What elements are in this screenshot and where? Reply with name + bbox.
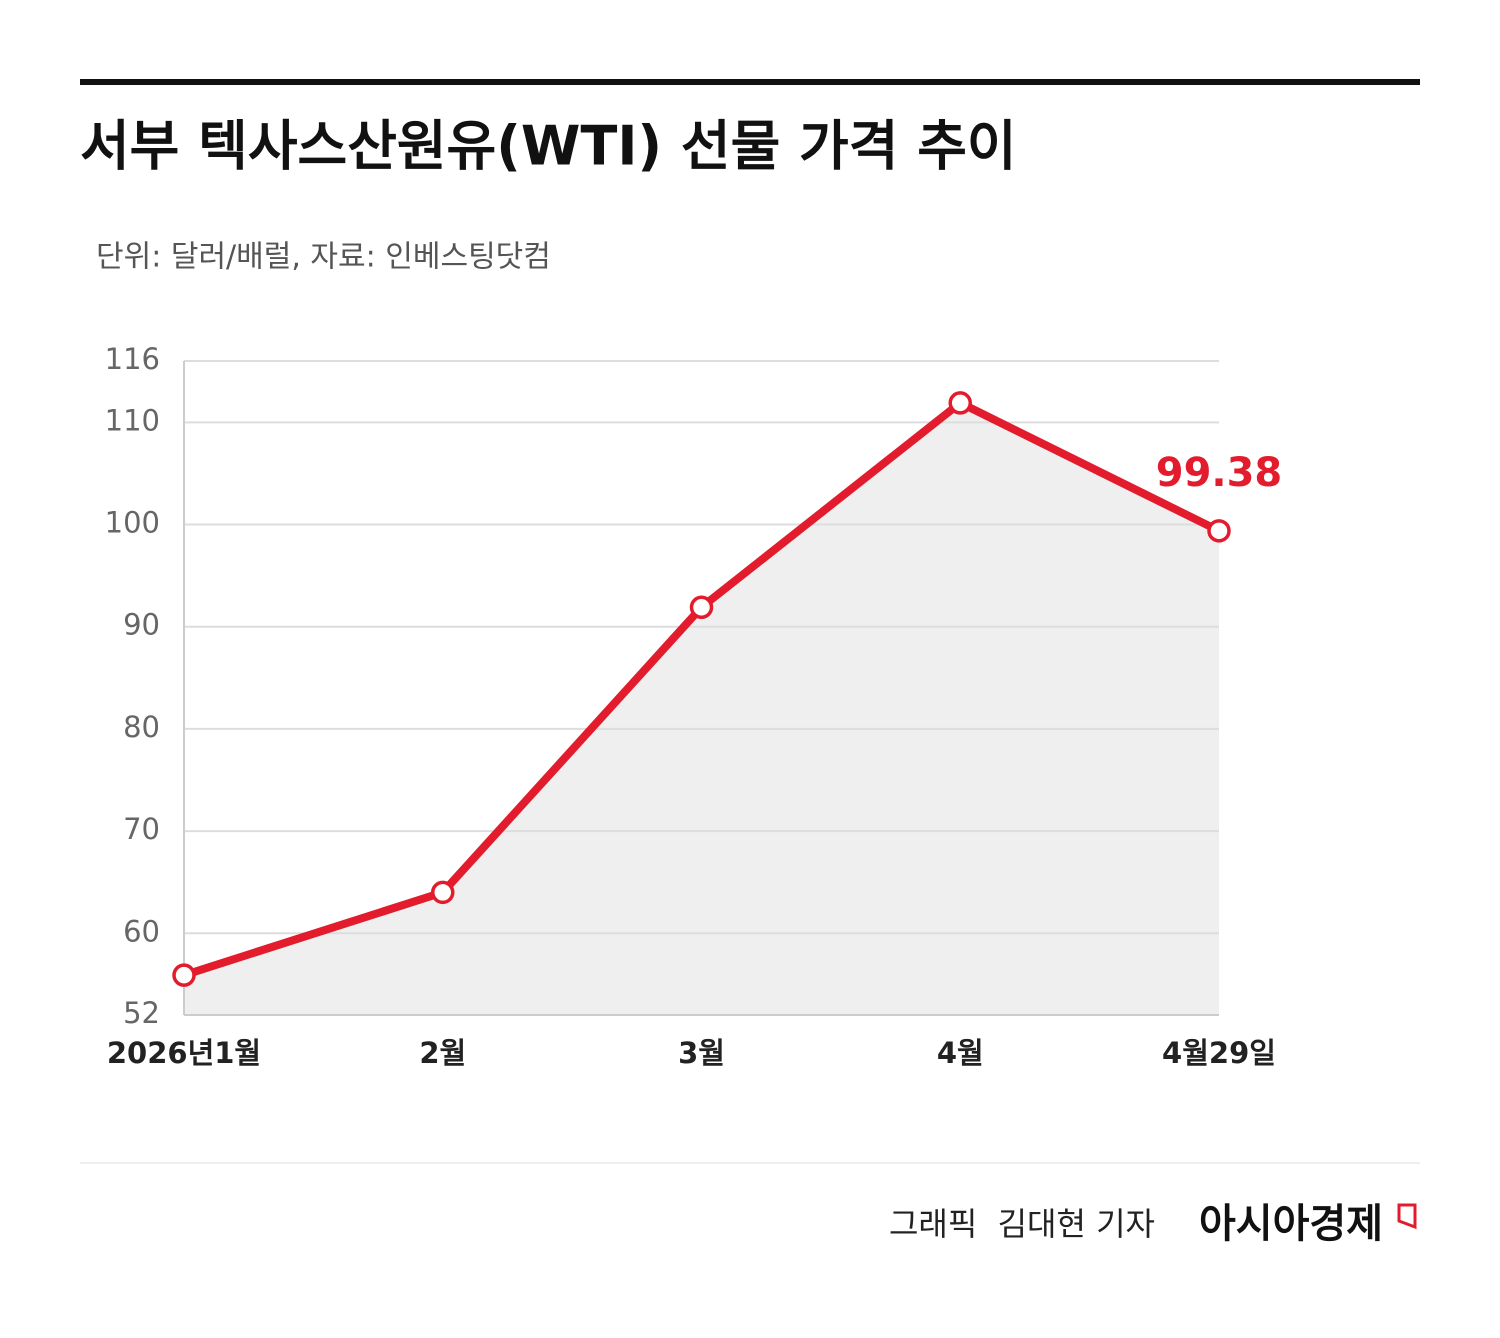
top-rule — [80, 79, 1420, 85]
x-tick-label: 3월 — [678, 1036, 725, 1070]
x-tick-label: 2026년1월 — [107, 1036, 261, 1070]
area — [184, 402, 1219, 1016]
y-tick-label: 100 — [105, 506, 160, 540]
point — [172, 963, 196, 987]
point — [948, 391, 972, 415]
y-tick-label: 60 — [123, 914, 160, 948]
x-tick-label: 4월 — [937, 1036, 984, 1070]
y-tick-label: 70 — [123, 812, 160, 846]
y-tick-label: 116 — [105, 342, 160, 376]
subtitle: 단위: 달러/배럴, 자료: 인베스팅닷컴 — [96, 240, 551, 275]
data-label: 99.38 — [1156, 450, 1283, 496]
y-tick-label: 90 — [123, 608, 160, 642]
y-tick-label: 52 — [123, 996, 160, 1030]
brand-icon — [1397, 1203, 1417, 1230]
chart-title: 서부 텍사스산원유(WTI) 선물 가격 추이 — [80, 115, 1017, 178]
credit: 그래픽 김대현 기자 — [889, 1205, 1155, 1243]
y-tick-label: 80 — [123, 710, 160, 744]
point — [431, 880, 455, 905]
point — [1207, 519, 1231, 543]
y-tick-label: 110 — [105, 403, 160, 437]
brand: 아시아경제 — [1199, 1201, 1383, 1247]
x-tick-label: 2월 — [419, 1036, 466, 1070]
x-tick-label: 4월29일 — [1162, 1036, 1276, 1070]
point — [689, 595, 714, 620]
